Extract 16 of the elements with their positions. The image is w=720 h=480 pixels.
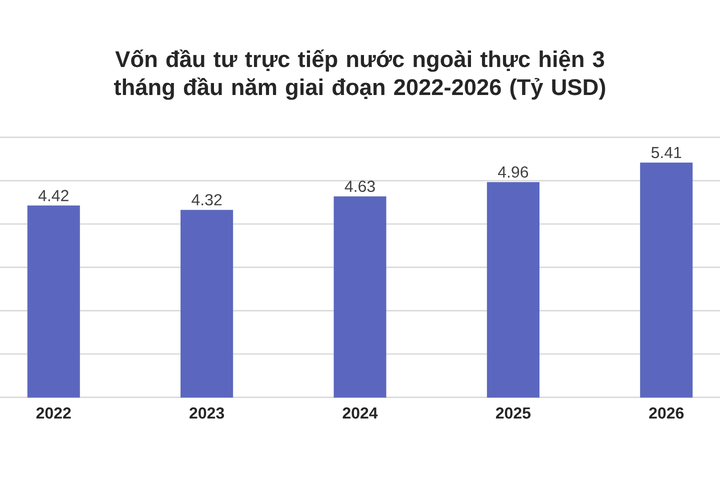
x-tick-label: 2024: [342, 407, 378, 419]
x-tick-label: 2023: [190, 407, 224, 419]
data-label: 4.96: [498, 166, 528, 178]
x-tick-label: 2025: [496, 407, 531, 419]
bar: [486, 182, 540, 398]
data-label: 4.32: [192, 194, 222, 206]
bar: [180, 210, 234, 398]
bar: [640, 162, 693, 398]
bar: [334, 196, 386, 398]
chart-title: Vốn đầu tư trực tiếp nước ngoài thực hiện 3 tháng đầu năm giai đoạn 2022-2026 (Tỷ USD): [114, 50, 606, 100]
data-label: 4.63: [344, 180, 375, 192]
bar: [27, 206, 80, 398]
data-label: 4.42: [38, 190, 68, 202]
data-label: 5.41: [651, 147, 682, 158]
x-tick-label: 2022: [36, 407, 71, 419]
x-tick-label: 2026: [649, 407, 684, 419]
